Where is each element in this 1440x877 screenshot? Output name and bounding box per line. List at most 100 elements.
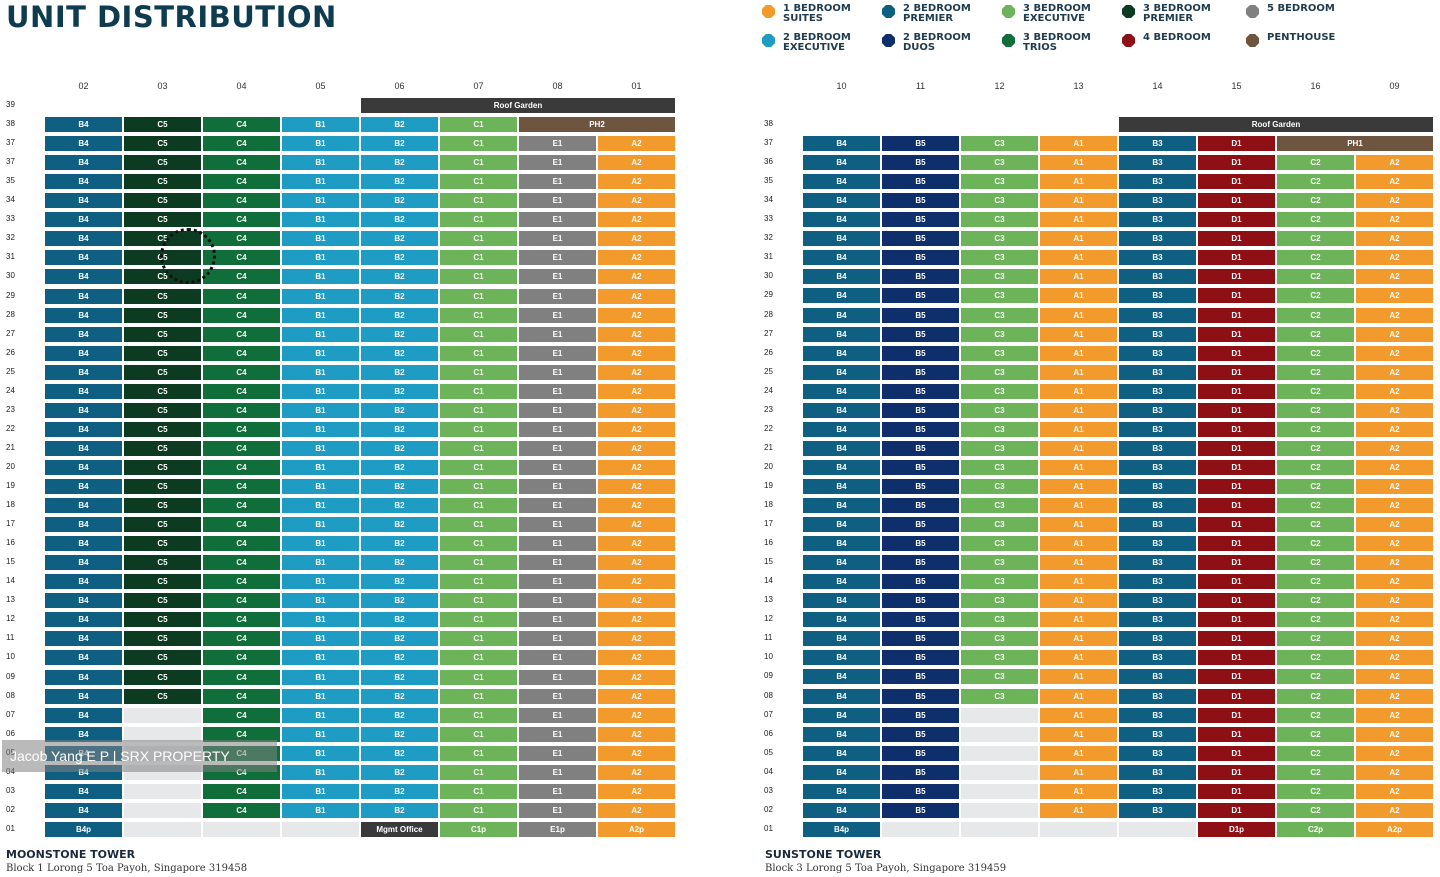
floor-label: 39 — [6, 100, 15, 109]
unit-cell: A2 — [597, 306, 676, 324]
unit-cell: A1 — [1039, 268, 1118, 286]
floor-label: 08 — [6, 690, 15, 700]
unit-cell: C2 — [1276, 801, 1355, 819]
ground-unit-cell: A2p — [597, 820, 676, 838]
unit-cell: D1 — [1197, 744, 1276, 762]
column-header: 07 — [473, 81, 484, 91]
unit-cell: B4 — [802, 382, 881, 400]
floor-label: 09 — [764, 671, 773, 681]
column-header: 05 — [315, 81, 326, 91]
agent-watermark: Jacob Yang E P | SRX PROPERTY — [2, 740, 277, 772]
floor-label: 15 — [6, 557, 15, 567]
floor-label: 02 — [764, 804, 773, 814]
floor-label: 30 — [6, 271, 15, 281]
unit-cell: B1 — [281, 687, 360, 705]
unit-cell: C5 — [123, 287, 202, 305]
unit-cell: A2 — [1355, 763, 1434, 781]
unit-cell: C3 — [960, 154, 1039, 172]
unit-cell: E1 — [518, 611, 597, 629]
unit-cell: C2 — [1276, 497, 1355, 514]
roof-garden-span: Roof Garden — [1118, 116, 1434, 133]
floor-label: 29 — [764, 290, 773, 300]
unit-cell: A2 — [597, 782, 676, 800]
unit-cell: E1 — [518, 516, 597, 534]
unit-cell: B4 — [44, 439, 123, 457]
ground-unit-cell: B4p — [44, 820, 123, 838]
unit-cell: B1 — [281, 763, 360, 781]
floor-label: 15 — [764, 557, 773, 567]
unit-cell: A1 — [1039, 668, 1118, 686]
unit-cell: A2 — [1355, 477, 1434, 495]
floor-label: 21 — [6, 442, 15, 452]
unit-cell: A2 — [597, 401, 676, 419]
unit-cell: A2 — [1355, 439, 1434, 457]
unit-cell: C3 — [960, 630, 1039, 648]
floor-label: 35 — [6, 176, 15, 186]
unit-cell: C5 — [123, 592, 202, 610]
unit-cell: C3 — [960, 306, 1039, 324]
unit-cell: B1 — [281, 497, 360, 515]
unit-cell: C1 — [439, 230, 518, 248]
ground-unit-cell: E1p — [518, 820, 597, 838]
unit-cell: B2 — [360, 763, 439, 781]
unit-cell: C5 — [123, 439, 202, 457]
unit-cell: A2 — [1355, 725, 1434, 743]
unit-cell: B2 — [360, 782, 439, 800]
unit-cell: A2 — [1355, 268, 1434, 286]
unit-cell: B3 — [1118, 687, 1197, 705]
floor-label: 27 — [6, 328, 15, 338]
unit-cell: C4 — [202, 249, 281, 267]
ground-unit-cell — [1118, 820, 1197, 838]
floor-label: 11 — [6, 633, 15, 643]
unit-cell: A2 — [597, 478, 676, 495]
floor-label: 16 — [6, 538, 15, 548]
unit-cell: C1 — [439, 535, 518, 553]
unit-cell: E1 — [518, 687, 597, 705]
unit-cell: A2 — [597, 668, 676, 686]
ground-unit-cell — [281, 820, 360, 838]
unit-cell: A2 — [597, 268, 676, 286]
legend-item: 5 BEDROOM — [1246, 4, 1335, 18]
column-header: 12 — [994, 81, 1005, 91]
unit-type-legend: 1 BEDROOM SUITES 2 BEDROOM PREMIER 3 BEDRO… — [762, 2, 1432, 60]
ground-unit-cell: C2p — [1276, 820, 1355, 838]
page-title: UNIT DISTRIBUTION — [6, 0, 337, 34]
unit-cell: E1 — [518, 420, 597, 438]
unit-cell: B1 — [281, 192, 360, 210]
unit-cell: C2 — [1276, 249, 1355, 267]
unit-cell: B4 — [44, 230, 123, 248]
unit-cell: C2 — [1276, 439, 1355, 457]
unit-cell: C5 — [123, 535, 202, 553]
unit-cell: C1 — [439, 497, 518, 515]
unit-cell: C1 — [439, 401, 518, 419]
unit-cell: C3 — [960, 230, 1039, 248]
unit-cell: C2 — [1276, 230, 1355, 248]
unit-cell: B4 — [44, 611, 123, 629]
unit-cell: E1 — [518, 630, 597, 648]
floor-label: 34 — [6, 195, 15, 205]
unit-cell: A2 — [597, 554, 676, 572]
unit-cell: C3 — [960, 687, 1039, 705]
unit-cell: C1 — [439, 382, 518, 400]
unit-cell: D1 — [1197, 497, 1276, 514]
floor-label: 05 — [764, 747, 773, 757]
unit-cell: B4 — [802, 458, 881, 476]
unit-cell: A2 — [597, 382, 676, 400]
unit-cell: B4 — [802, 230, 881, 248]
unit-cell: D1 — [1197, 573, 1276, 591]
unit-cell: B4 — [44, 458, 123, 476]
unit-cell: A1 — [1039, 706, 1118, 724]
unit-cell: B4 — [802, 649, 881, 667]
unit-cell: A1 — [1039, 325, 1118, 343]
unit-cell: A1 — [1039, 592, 1118, 610]
unit-cell: A2 — [597, 154, 676, 172]
unit-cell: B1 — [281, 630, 360, 648]
unit-cell: A2 — [597, 325, 676, 343]
unit-cell: C4 — [202, 630, 281, 648]
unit-cell: A2 — [1355, 535, 1434, 553]
ground-unit-cell — [123, 820, 202, 838]
floor-label: 20 — [764, 461, 773, 471]
unit-cell: B5 — [881, 706, 960, 724]
unit-cell — [960, 706, 1039, 724]
unit-cell: B2 — [360, 592, 439, 610]
